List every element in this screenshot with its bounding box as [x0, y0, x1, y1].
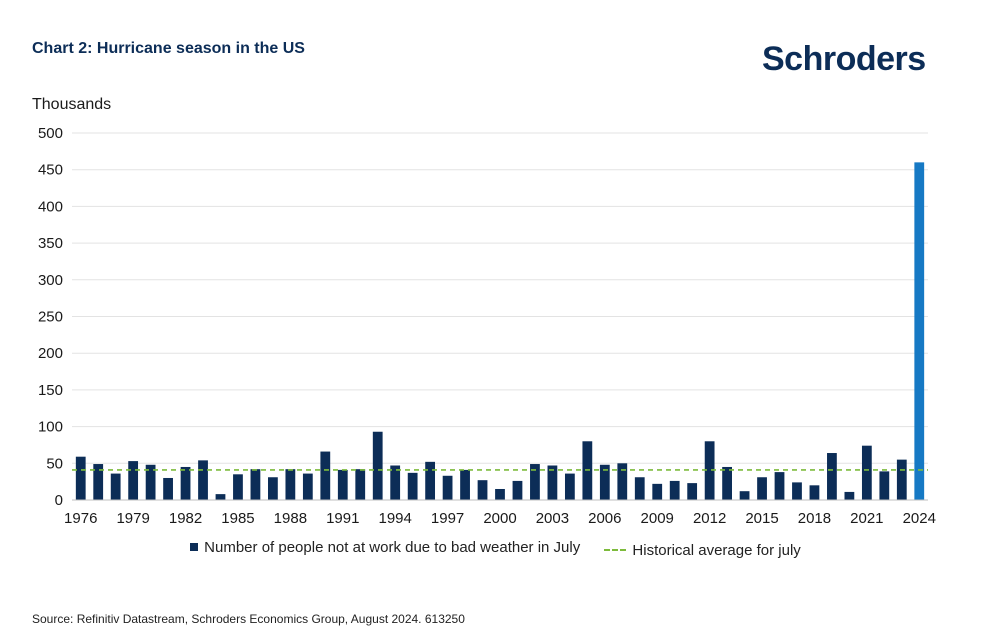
- x-tick-label: 1976: [64, 510, 97, 527]
- x-tick-label: 1991: [326, 510, 359, 527]
- y-axis-ticks: 0 50 100 150 200 250 300 350 400 450 500: [38, 125, 63, 509]
- y-tick-label: 150: [38, 382, 63, 399]
- legend-series-swatch: [190, 543, 199, 551]
- bars: [75, 162, 925, 501]
- bar-1977: [93, 464, 104, 500]
- legend-item-series: Number of people not at work due to bad …: [190, 539, 580, 556]
- bar-2006: [599, 464, 610, 500]
- chart-title: Chart 2: Hurricane season in the US: [32, 40, 305, 57]
- bar-1995: [407, 472, 418, 500]
- legend: Number of people not at work due to bad …: [0, 538, 991, 559]
- bar-1985: [233, 474, 243, 500]
- x-tick-label: 2003: [536, 510, 569, 527]
- bar-1999: [477, 480, 488, 500]
- bar-2013: [722, 466, 732, 500]
- bar-2017: [792, 482, 802, 500]
- bar-1990: [320, 451, 331, 500]
- bar-2000: [495, 488, 505, 500]
- bar-2014: [739, 491, 750, 500]
- bar-1986: [250, 469, 261, 500]
- legend-average-swatch: [604, 549, 627, 551]
- y-tick-label: 350: [38, 235, 63, 252]
- bar-1988: [285, 469, 296, 500]
- x-tick-label: 1997: [431, 510, 464, 527]
- bar-1978: [110, 473, 121, 500]
- y-tick-label: 450: [38, 162, 63, 179]
- x-tick-label: 2024: [903, 510, 936, 527]
- legend-series-label: Number of people not at work due to bad …: [204, 538, 581, 556]
- bar-1994: [390, 465, 401, 500]
- x-tick-label: 1988: [274, 510, 307, 527]
- bar-1992: [355, 469, 366, 500]
- bar-2007: [617, 463, 628, 500]
- bar-2009: [652, 483, 663, 500]
- bar-2001: [512, 480, 523, 500]
- bar-2019: [827, 453, 837, 500]
- bar-2020: [844, 491, 855, 500]
- x-axis-ticks: 1976 1979 1982 1985 1988 1991 1994 1997 2000 2003…: [64, 510, 936, 527]
- y-tick-label: 300: [38, 272, 63, 289]
- x-tick-label: 1994: [378, 510, 411, 527]
- bar-2015: [757, 477, 767, 500]
- bar-2021: [861, 445, 872, 500]
- x-tick-label: 1979: [116, 510, 149, 527]
- bar-2002: [530, 464, 540, 500]
- y-tick-label: 100: [38, 419, 63, 436]
- bar-2003: [547, 465, 558, 500]
- y-tick-label: 400: [38, 198, 63, 215]
- x-tick-label: 2021: [850, 510, 883, 527]
- x-tick-label: 2006: [588, 510, 621, 527]
- y-tick-label: 500: [38, 125, 63, 142]
- bar-2016: [774, 472, 785, 500]
- schroders-logo: Schroders: [762, 40, 926, 78]
- x-tick-label: 1985: [221, 510, 254, 527]
- bar-2011: [687, 483, 698, 500]
- bar-1991: [337, 469, 348, 500]
- bar-1980: [145, 464, 156, 500]
- x-tick-label: 2000: [483, 510, 516, 527]
- x-tick-label: 1982: [169, 510, 202, 527]
- bar-1997: [442, 475, 453, 500]
- bar-1983: [198, 460, 208, 500]
- x-tick-label: 2015: [745, 510, 778, 527]
- bar-2022: [879, 471, 890, 500]
- bar-2023: [896, 459, 907, 500]
- y-tick-label: 50: [46, 455, 63, 472]
- bar-2008: [634, 477, 645, 500]
- bar-1996: [425, 461, 436, 500]
- bar-1979: [128, 461, 139, 500]
- bar-1982: [180, 466, 191, 500]
- legend-average-label: Historical average for july: [632, 541, 801, 559]
- x-tick-label: 2018: [798, 510, 831, 527]
- y-tick-label: 250: [38, 309, 63, 326]
- bar-2010: [669, 480, 680, 500]
- bar-1976: [75, 456, 86, 500]
- gridlines: [72, 132, 928, 464]
- bar-1984: [215, 494, 226, 500]
- legend-item-average: Historical average for july: [604, 541, 801, 559]
- bar-1981: [163, 477, 173, 500]
- bar-1987: [268, 477, 278, 500]
- bar-2018: [809, 485, 820, 500]
- y-axis-unit-label: Thousands: [32, 96, 112, 113]
- bar-1993: [372, 431, 383, 500]
- x-tick-label: 2009: [641, 510, 674, 527]
- bar-2004: [564, 473, 575, 500]
- y-tick-label: 200: [38, 345, 63, 362]
- x-tick-label: 2012: [693, 510, 726, 527]
- bar-2024: [914, 162, 925, 501]
- source-note: Source: Refinitiv Datastream, Schroders …: [32, 612, 465, 626]
- bar-1989: [302, 473, 313, 500]
- bar-2012: [704, 441, 715, 500]
- bar-1998: [460, 469, 470, 500]
- average-line-group: [72, 469, 928, 501]
- y-tick-label: 0: [55, 492, 63, 509]
